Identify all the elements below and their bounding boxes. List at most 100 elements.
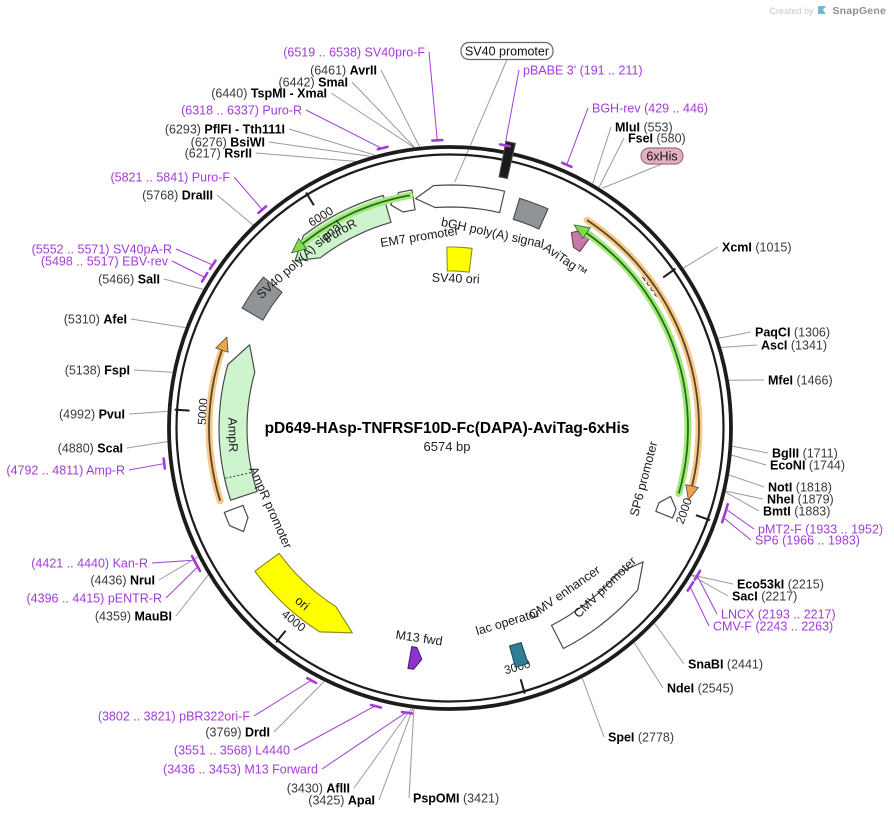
primer-tick[interactable] [498, 143, 512, 148]
primer-tick[interactable] [257, 205, 268, 215]
feature-label[interactable]: AmpR [225, 417, 240, 452]
enzyme-label[interactable]: (6276) BsiWI [191, 135, 265, 149]
primer-label[interactable]: (3802 .. 3821) pBR322ori-F [98, 709, 251, 723]
gene-arc-right-halo [583, 229, 692, 497]
primer-tick[interactable] [723, 502, 730, 516]
primer-label[interactable]: (3551 .. 3568) L4440 [174, 743, 290, 757]
puror-arrow[interactable] [294, 194, 392, 262]
enzyme-label[interactable]: NotI (1818) [768, 480, 832, 494]
primer-tick[interactable] [686, 580, 695, 592]
feature-label[interactable]: ori [292, 594, 312, 614]
enzyme-label[interactable]: NdeI (2545) [667, 681, 734, 695]
enzyme-label[interactable]: (3769) DrdI [205, 725, 270, 739]
ampr-arrow[interactable] [218, 344, 258, 501]
boxed-label-frame[interactable] [640, 147, 684, 165]
sv40-ori-box[interactable] [446, 246, 473, 273]
enzyme-label[interactable]: (5138) FspI [65, 363, 130, 377]
enzyme-label[interactable]: AscI (1341) [761, 338, 827, 352]
feature-label[interactable]: SV40 ori [431, 271, 479, 287]
enzyme-label[interactable]: SpeI (2778) [608, 730, 674, 744]
ori-arrow[interactable] [254, 552, 353, 634]
primer-tick[interactable] [200, 271, 209, 283]
bgh-polya-box[interactable] [512, 197, 549, 230]
boxed-label-text[interactable]: SV40 promoter [465, 44, 549, 58]
primer-label[interactable]: (5498 .. 5517) EBV-rev [41, 254, 169, 268]
primer-tick[interactable] [162, 457, 167, 470]
credit-line: Created by SnapGene [769, 5, 886, 17]
enzyme-callout-line [353, 708, 412, 789]
enzyme-label[interactable]: Eco53kI (2215) [737, 577, 824, 591]
primer-label[interactable]: SP6 (1966 .. 1983) [755, 533, 860, 547]
primer-tick[interactable] [400, 710, 414, 715]
ampr-promoter-arrow[interactable] [223, 504, 249, 533]
primer-label[interactable]: (6318 .. 6337) Puro-R [181, 103, 302, 117]
enzyme-callout-line [598, 137, 625, 188]
enzyme-label[interactable]: (6461) AvrII [310, 63, 377, 77]
sv40-promoter-arrow[interactable] [414, 184, 506, 214]
enzyme-label[interactable]: (3425) ApaI [308, 793, 375, 807]
primer-label[interactable]: (5552 .. 5571) SV40pA-R [32, 242, 172, 256]
primer-label[interactable]: (4396 .. 4415) pENTR-R [27, 591, 162, 605]
boxed-label-text[interactable]: 6xHis [646, 149, 677, 163]
feature-label[interactable]: SV40 poly(A) signal [254, 218, 345, 302]
enzyme-label[interactable]: FseI (580) [628, 131, 686, 145]
cmv-arrow[interactable] [550, 561, 644, 650]
enzyme-label[interactable]: (4992) PvuI [59, 407, 125, 421]
boxed-callout-line [602, 163, 663, 189]
enzyme-label[interactable]: BmtI (1883) [763, 504, 830, 518]
primer-label[interactable]: CMV-F (2243 .. 2263) [713, 619, 833, 633]
ring-feature-box[interactable] [498, 140, 516, 180]
enzyme-label[interactable]: (5466) SalI [98, 272, 160, 286]
enzyme-callout-line [654, 623, 685, 665]
feature-label[interactable]: lac operator [474, 606, 541, 638]
enzyme-label[interactable]: SacI (2217) [732, 589, 797, 603]
primer-tick[interactable] [560, 161, 573, 169]
enzyme-label[interactable]: (6217) RsrII [185, 146, 252, 160]
primer-label[interactable]: (4421 .. 4440) Kan-R [31, 556, 148, 570]
primer-tick[interactable] [306, 676, 318, 685]
primer-label[interactable]: (6519 .. 6538) SV40pro-F [283, 45, 425, 59]
snapgene-logo-icon [818, 6, 827, 14]
primer-label[interactable]: LNCX (2193 .. 2217) [721, 607, 836, 621]
sp6-promoter-arrow[interactable] [655, 495, 677, 519]
enzyme-label[interactable]: PspOMI (3421) [413, 791, 499, 805]
enzyme-label[interactable]: (4436) NruI [90, 573, 155, 587]
enzyme-label[interactable]: (5768) DraIII [142, 188, 213, 202]
enzyme-callout-line [683, 246, 719, 269]
primer-label[interactable]: pMT2-F (1933 .. 1952) [758, 522, 883, 536]
primer-label[interactable]: (5821 .. 5841) Puro-F [110, 170, 230, 184]
enzyme-label[interactable]: (6440) TspMI - XmaI [211, 86, 327, 100]
orf-gene-arcs [205, 191, 703, 505]
feature-label[interactable]: M13 fwd [395, 628, 444, 649]
primer-tick[interactable] [193, 560, 202, 573]
m13-fwd-arrow[interactable] [407, 646, 423, 670]
enzyme-label[interactable]: (6293) PflFI - Tth111I [165, 122, 285, 136]
primer-tick[interactable] [208, 259, 217, 271]
primer-tick[interactable] [376, 145, 389, 151]
enzyme-label[interactable]: XcmI (1015) [722, 240, 792, 254]
enzyme-label[interactable]: SnaBI (2441) [688, 657, 763, 671]
enzyme-label[interactable]: MfeI (1466) [768, 373, 833, 387]
enzyme-label[interactable]: (4359) MauBI [95, 609, 172, 623]
primer-label[interactable]: BGH-rev (429 .. 446) [592, 101, 708, 115]
enzyme-label[interactable]: (5310) AfeI [64, 312, 127, 326]
primer-tick[interactable] [693, 569, 702, 581]
boxed-label-frame[interactable] [460, 41, 554, 61]
primer-label[interactable]: (3436 .. 3453) M13 Forward [163, 762, 318, 776]
enzyme-label[interactable]: NheI (1879) [767, 492, 834, 506]
enzyme-label[interactable]: EcoNI (1744) [770, 458, 845, 472]
primer-tick[interactable] [369, 703, 383, 709]
enzyme-label[interactable]: MluI (553) [615, 120, 673, 134]
sv40-polya-box[interactable] [241, 276, 283, 321]
lac-operator-box[interactable] [508, 641, 529, 668]
primer-callout-line [696, 574, 718, 615]
feature-label[interactable]: AmpR promoter [246, 464, 295, 550]
enzyme-label[interactable]: PaqCI (1306) [755, 325, 830, 339]
enzyme-label[interactable]: (6442) SmaI [279, 75, 349, 89]
primer-label[interactable]: pBABE 3' (191 .. 211) [523, 63, 643, 77]
enzyme-label[interactable]: (4880) ScaI [58, 441, 123, 455]
primer-label[interactable]: (4792 .. 4811) Amp-R [6, 463, 125, 477]
enzyme-label[interactable]: BglII (1711) [772, 446, 838, 460]
enzyme-label[interactable]: (3430) AflII [287, 781, 350, 795]
